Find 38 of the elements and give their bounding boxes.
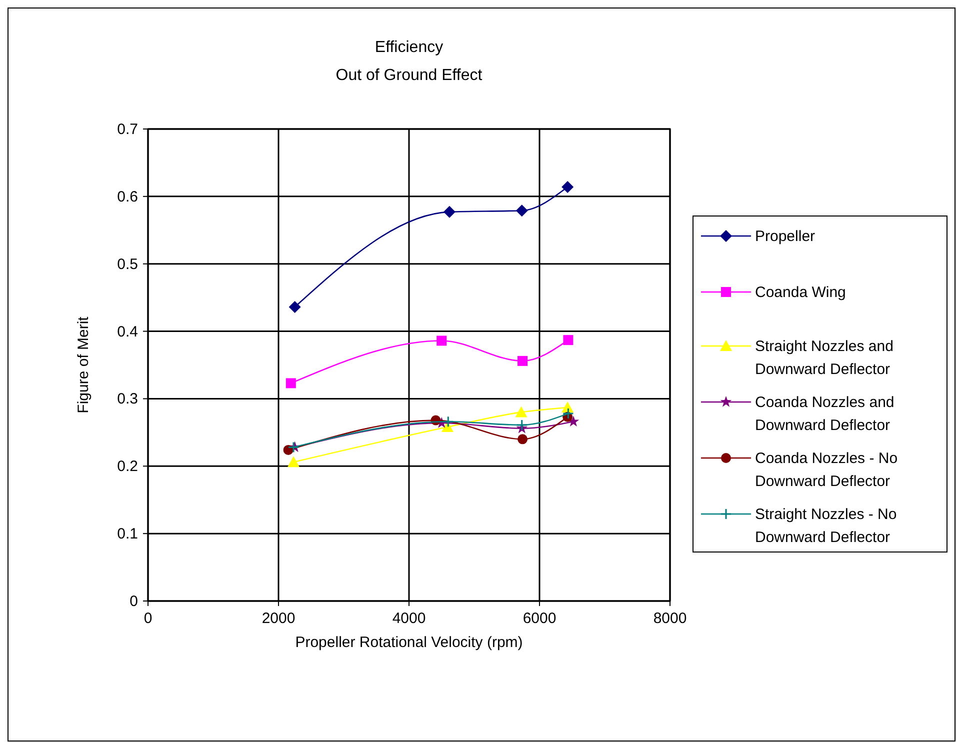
- x-tick-label: 4000: [392, 610, 426, 627]
- point: [516, 204, 528, 217]
- x-tick-label: 2000: [262, 610, 296, 627]
- x-tick-label: 0: [144, 610, 152, 627]
- point: [288, 301, 301, 314]
- point: [563, 335, 574, 346]
- y-tick-label: 0: [130, 593, 138, 610]
- x-tick-label: 6000: [522, 610, 556, 627]
- legend-label: Coanda Nozzles - No Downward Deflector: [755, 450, 898, 490]
- point: [288, 456, 300, 468]
- y-tick-label: 0.4: [117, 323, 138, 340]
- y-tick-label: 0.5: [117, 256, 138, 273]
- point: [515, 406, 528, 418]
- legend-label: Straight Nozzles and Downward Deflector: [755, 338, 894, 378]
- point: [436, 336, 447, 346]
- point: [562, 408, 574, 420]
- point: [443, 206, 456, 218]
- point: [562, 180, 574, 193]
- legend-label: Coanda Nozzles and Downward Deflector: [755, 394, 894, 434]
- x-tick-label: 8000: [653, 610, 687, 627]
- legend-label: Straight Nozzles - No Downward Deflector: [755, 506, 897, 546]
- chart-title: Efficiency: [374, 39, 444, 56]
- y-tick-label: 0.6: [117, 188, 138, 206]
- y-tick-label: 0.2: [117, 458, 138, 476]
- point: [518, 434, 528, 444]
- x-axis-title: Propeller Rotational Velocity (rpm): [295, 634, 523, 651]
- point: [286, 378, 296, 388]
- point: [283, 444, 294, 455]
- point: [442, 416, 454, 428]
- point: [518, 356, 528, 366]
- legend-label: Propeller: [755, 228, 816, 245]
- point: [516, 419, 528, 431]
- y-tick-label: 0.3: [117, 390, 138, 408]
- y-axis-title: Figure of Merit: [75, 316, 92, 414]
- y-tick-label: 0.1: [117, 526, 138, 543]
- chart-subtitle: Out of Ground Effect: [336, 67, 483, 84]
- legend-label: Coanda Wing: [755, 284, 846, 301]
- y-tick-label: 0.7: [117, 121, 138, 138]
